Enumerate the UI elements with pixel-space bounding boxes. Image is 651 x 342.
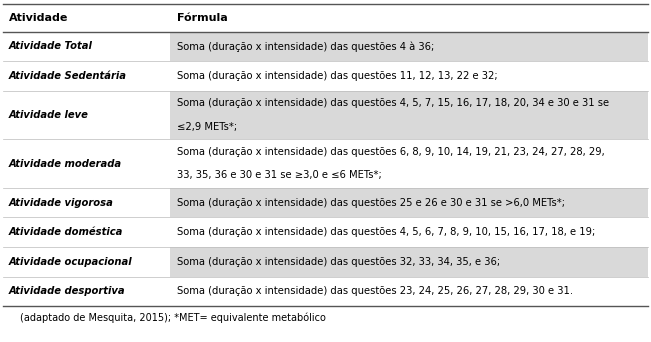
Bar [3, 139, 169, 188]
Bar [3, 91, 169, 139]
Bar [169, 218, 648, 247]
Text: Soma (duração x intensidade) das questões 4, 5, 6, 7, 8, 9, 10, 15, 16, 17, 18, : Soma (duração x intensidade) das questõe… [177, 227, 596, 237]
Text: Soma (duração x intensidade) das questões 23, 24, 25, 26, 27, 28, 29, 30 e 31.: Soma (duração x intensidade) das questõe… [177, 286, 574, 296]
Text: Atividade desportiva: Atividade desportiva [8, 286, 125, 296]
Text: Atividade leve: Atividade leve [8, 110, 89, 120]
Bar [3, 32, 169, 61]
Bar [3, 188, 169, 218]
Bar [3, 61, 169, 91]
Text: 33, 35, 36 e 30 e 31 se ≥3,0 e ≤6 METs*;: 33, 35, 36 e 30 e 31 se ≥3,0 e ≤6 METs*; [177, 170, 382, 181]
Text: Soma (duração x intensidade) das questões 25 e 26 e 30 e 31 se >6,0 METs*;: Soma (duração x intensidade) das questõe… [177, 198, 565, 208]
Bar [169, 61, 648, 91]
Text: ≤2,9 METs*;: ≤2,9 METs*; [177, 122, 238, 132]
Text: Atividade doméstica: Atividade doméstica [8, 227, 123, 237]
Text: (adaptado de Mesquita, 2015); *MET= equivalente metabólico: (adaptado de Mesquita, 2015); *MET= equi… [20, 313, 325, 323]
Text: Atividade: Atividade [8, 13, 68, 23]
Bar [169, 247, 648, 277]
Text: Soma (duração x intensidade) das questões 32, 33, 34, 35, e 36;: Soma (duração x intensidade) das questõe… [177, 257, 501, 267]
Text: Soma (duração x intensidade) das questões 6, 8, 9, 10, 14, 19, 21, 23, 24, 27, 2: Soma (duração x intensidade) das questõe… [177, 147, 605, 157]
Bar [169, 139, 648, 188]
Bar [169, 188, 648, 218]
Bar [169, 91, 648, 139]
Text: Soma (duração x intensidade) das questões 4, 5, 7, 15, 16, 17, 18, 20, 34 e 30 e: Soma (duração x intensidade) das questõe… [177, 98, 609, 108]
Text: Atividade moderada: Atividade moderada [8, 159, 122, 169]
Bar [169, 32, 648, 61]
Bar [3, 4, 648, 32]
Text: Soma (duração x intensidade) das questões 11, 12, 13, 22 e 32;: Soma (duração x intensidade) das questõe… [177, 71, 498, 81]
Text: Atividade Sedentária: Atividade Sedentária [8, 71, 126, 81]
Text: Atividade ocupacional: Atividade ocupacional [8, 257, 132, 267]
Text: Atividade vigorosa: Atividade vigorosa [8, 198, 113, 208]
Text: Atividade Total: Atividade Total [8, 41, 92, 51]
Text: Fórmula: Fórmula [177, 13, 228, 23]
Bar [3, 277, 169, 306]
Text: Soma (duração x intensidade) das questões 4 à 36;: Soma (duração x intensidade) das questõe… [177, 41, 435, 52]
Bar [3, 218, 169, 247]
Bar [3, 247, 169, 277]
Bar [169, 277, 648, 306]
